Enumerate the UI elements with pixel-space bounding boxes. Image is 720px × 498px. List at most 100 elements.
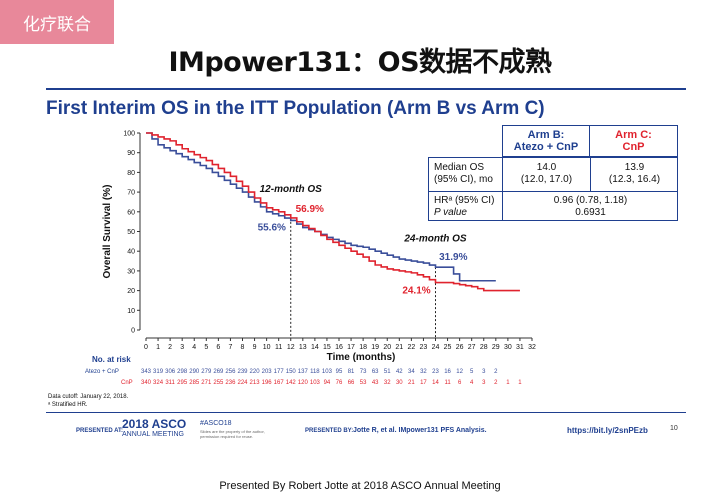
curve-cnp <box>146 132 520 292</box>
arm-b-header-line2: Atezo + CnP <box>513 141 579 153</box>
x-tick-label: 27 <box>468 344 476 351</box>
chart-annotations: 12-month OS 24-month OS 56.9% 55.6% 31.9% 24.… <box>258 184 468 296</box>
annotation-12-month-os: 12-month OS <box>260 184 323 195</box>
risk-value-cnp: 142 <box>285 380 296 386</box>
risk-value-cnp: 324 <box>153 380 164 386</box>
row1-arm-b-median: 14.0 <box>536 162 557 173</box>
footer-link[interactable]: https://bit.ly/2snPEzb <box>567 426 648 435</box>
row1-arm-b: 14.0 (12.0, 17.0) <box>503 162 590 186</box>
risk-value-atezo-cnp: 279 <box>201 369 212 375</box>
footnote-hr: ᵃ Stratified HR. <box>48 402 88 408</box>
risk-value-cnp: 340 <box>140 380 151 386</box>
table-col-divider-1 <box>502 157 503 191</box>
risk-value-atezo-cnp: 256 <box>225 369 236 375</box>
risk-value-cnp: 14 <box>432 380 439 386</box>
y-tick-label: 30 <box>127 268 135 275</box>
row1-label: Median OS (95% CI), mo <box>434 162 493 186</box>
risk-value-atezo-cnp: 150 <box>285 369 296 375</box>
x-tick-label: 32 <box>528 344 536 351</box>
risk-value-atezo-cnp: 290 <box>189 369 200 375</box>
x-tick-label: 14 <box>311 344 319 351</box>
risk-value-cnp: 271 <box>201 380 212 386</box>
risk-value-cnp: 21 <box>408 380 415 386</box>
y-tick-label: 60 <box>127 209 135 216</box>
risk-value-cnp: 120 <box>297 380 308 386</box>
risk-value-atezo-cnp: 239 <box>237 369 248 375</box>
footer-page-number: 10 <box>670 425 678 432</box>
y-tick-label: 50 <box>127 229 135 236</box>
y-tick-label: 90 <box>127 150 135 157</box>
x-tick-label: 1 <box>156 344 160 351</box>
row1-arm-c: 13.9 (12.3, 16.4) <box>591 162 678 186</box>
y-tick-label: 0 <box>131 328 135 335</box>
risk-value-atezo-cnp: 137 <box>297 369 308 375</box>
footer-hashtag: #ASCO18 <box>200 420 232 427</box>
risk-value-cnp: 236 <box>225 380 236 386</box>
risk-value-cnp: 255 <box>213 380 224 386</box>
table-col-divider-2 <box>590 157 591 191</box>
row1-arm-c-median: 13.9 <box>624 162 645 173</box>
risk-arm-b-label: Atezo + CnP <box>85 369 119 375</box>
slide-title: First Interim OS in the ITT Population (… <box>46 98 545 119</box>
x-tick-label: 22 <box>407 344 415 351</box>
x-tick-label: 18 <box>359 344 367 351</box>
risk-value-atezo-cnp: 319 <box>153 369 164 375</box>
risk-value-atezo-cnp: 95 <box>335 369 343 375</box>
risk-value-atezo-cnp: 343 <box>140 369 151 375</box>
x-tick-label: 31 <box>516 344 524 351</box>
y-axis-label: Overall Survival (%) <box>102 185 113 279</box>
risk-value-cnp: 295 <box>177 380 188 386</box>
risk-value-atezo-cnp: 32 <box>420 369 427 375</box>
risk-value-cnp: 213 <box>249 380 260 386</box>
risk-value-cnp: 43 <box>371 380 379 386</box>
x-tick-label: 7 <box>228 344 232 351</box>
risk-value-atezo-cnp: 81 <box>347 369 355 375</box>
x-tick-label: 9 <box>253 344 257 351</box>
x-tick-label: 21 <box>395 344 403 351</box>
asco-logo: 2018 ASCO ANNUAL MEETING <box>122 418 186 439</box>
risk-value-cnp: 2 <box>494 380 498 386</box>
x-tick-label: 24 <box>432 344 440 351</box>
risk-value-atezo-cnp: 103 <box>321 369 332 375</box>
hr-value: 0.96 (0.78, 1.18) <box>553 195 628 206</box>
x-tick-label: 13 <box>299 344 307 351</box>
y-tick-label: 10 <box>127 308 135 315</box>
risk-value-cnp: 103 <box>309 380 320 386</box>
x-tick-label: 4 <box>192 344 196 351</box>
x-tick-label: 25 <box>444 344 452 351</box>
x-tick-label: 3 <box>180 344 184 351</box>
risk-value-atezo-cnp: 51 <box>383 369 391 375</box>
row2-label-line2: P value <box>434 207 467 218</box>
risk-value-cnp: 224 <box>237 380 248 386</box>
risk-value-atezo-cnp: 42 <box>395 369 403 375</box>
tag-badge: 化疗联合 <box>0 0 114 44</box>
risk-value-cnp: 196 <box>261 380 272 386</box>
y-tick-label: 40 <box>127 249 135 256</box>
p-value: 0.6931 <box>575 207 606 218</box>
x-tick-label: 5 <box>204 344 208 351</box>
risk-arm-c-label: CnP <box>121 380 133 386</box>
x-tick-label: 20 <box>383 344 391 351</box>
risk-value-atezo-cnp: 269 <box>213 369 224 375</box>
x-tick-label: 23 <box>420 344 428 351</box>
y-tick-label: 100 <box>123 131 135 138</box>
x-tick-label: 8 <box>241 344 245 351</box>
risk-value-atezo-cnp: 73 <box>359 369 367 375</box>
y-tick-label: 70 <box>127 190 135 197</box>
risk-value-cnp: 17 <box>420 380 427 386</box>
asco-logo-text: 2018 ASCO <box>122 417 187 431</box>
x-tick-label: 11 <box>275 344 282 351</box>
row1-label-line1: Median OS <box>434 162 485 173</box>
x-tick-label: 16 <box>335 344 343 351</box>
footer-hashtag-sub: Slides are the property of the author, p… <box>200 429 265 439</box>
risk-value-atezo-cnp: 3 <box>482 369 486 375</box>
x-tick-label: 30 <box>504 344 512 351</box>
row1-arm-c-ci: (12.3, 16.4) <box>608 174 661 185</box>
chart-curves <box>146 132 520 292</box>
asco-logo-sub: ANNUAL MEETING <box>122 431 184 438</box>
arm-c-header-line1: Arm C: <box>615 129 652 141</box>
table-arm-b-header: Arm B: Atezo + CnP <box>502 125 590 157</box>
row2-label-line1: HRᵃ (95% CI) <box>434 195 495 206</box>
